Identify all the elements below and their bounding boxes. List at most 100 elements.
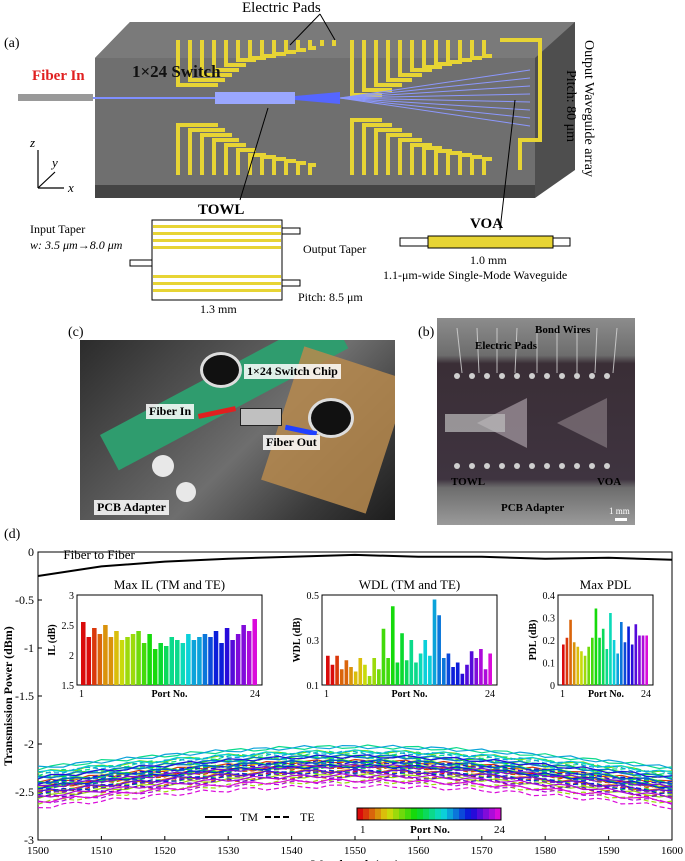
- axis-y-label: y: [52, 155, 58, 170]
- x-tick-label: 1590: [598, 845, 621, 857]
- towl-length-label: 1.3 mm: [200, 302, 237, 316]
- inset-bar: [97, 634, 103, 685]
- colorbar-frame: [356, 807, 502, 821]
- inset-bar: [353, 671, 358, 685]
- inset-bar: [583, 655, 587, 685]
- photo-setup: 1×24 Switch Chip Fiber In Fiber Out PCB …: [80, 340, 395, 520]
- inset-bar: [92, 628, 97, 685]
- inset-y-tick-label: 0.3: [543, 614, 556, 625]
- inset-bar: [580, 651, 583, 685]
- x-tick-label: 1500: [27, 845, 50, 857]
- inset-bar: [344, 660, 349, 685]
- chip-schematic: [18, 13, 575, 301]
- pcb-bumps: [152, 455, 174, 477]
- te-port-curve: [37, 769, 673, 796]
- setup-pcb-label: PCB Adapter: [94, 500, 169, 515]
- inset-bar: [358, 658, 363, 685]
- te-port-curve: [37, 774, 673, 798]
- inset-bar: [612, 640, 616, 685]
- towl-stripes: [153, 225, 281, 292]
- inset-pdl-x-label: Port No.: [588, 689, 625, 700]
- tm-port-curve: [37, 744, 673, 771]
- inset-bar: [634, 624, 638, 685]
- colorbar-swatch: [393, 808, 399, 820]
- x-tick-label: 1580: [534, 845, 557, 857]
- inset-bar: [186, 634, 191, 685]
- inset-bar: [576, 646, 580, 685]
- inset-title: Max PDL: [580, 577, 632, 592]
- inset-bar: [219, 643, 224, 685]
- tm-port-curve: [37, 744, 673, 770]
- colorbar-swatch: [399, 808, 405, 820]
- inset-y-tick-label: 0.2: [543, 636, 556, 647]
- inset-bar: [451, 667, 455, 685]
- colorbar-swatch: [387, 808, 393, 820]
- inset-bar: [386, 658, 390, 685]
- axis-indicator: [37, 150, 64, 189]
- taper-width-label: w: 3.5 μm→8.0 μm: [30, 238, 123, 252]
- tm-port-curve: [37, 753, 673, 781]
- inset-bar: [208, 637, 213, 685]
- inset-bar: [418, 653, 423, 685]
- chip-photo-drawing: [445, 327, 627, 521]
- inset-bar: [620, 622, 623, 685]
- colorbar-swatch: [363, 808, 369, 820]
- colorbar-swatch: [495, 808, 501, 820]
- inset-bar: [103, 625, 108, 685]
- tm-port-curve: [37, 754, 673, 780]
- inset-bar: [428, 655, 432, 685]
- inset-x-label: Port No.: [151, 689, 188, 700]
- inset-bar: [213, 631, 219, 685]
- inset-bar: [349, 667, 353, 685]
- output-waveguides: [339, 69, 531, 127]
- voa-length-label: 1.0 mm: [470, 253, 507, 267]
- inset-bar: [136, 631, 141, 685]
- electric-pads-left: [176, 40, 336, 175]
- inset-bar: [605, 649, 609, 685]
- colorbar-swatch: [483, 808, 489, 820]
- colorbar-swatch: [435, 808, 441, 820]
- inset-chart: Max PDL 0.4 0.3 0.2 0.1 0 PDL (dB) 1 24: [528, 577, 654, 700]
- lens-left: [200, 352, 242, 388]
- chip-electric-pads-label: Electric Pads: [475, 340, 538, 352]
- inset-x-end: 24: [250, 689, 260, 700]
- inset-title: Max IL (TM and TE): [114, 577, 225, 592]
- inset-bar: [441, 658, 446, 685]
- inset-y-tick-label: 1.5: [62, 681, 75, 692]
- colorbar-swatch: [429, 808, 435, 820]
- inset-x-start: 1: [324, 689, 329, 700]
- inset-bar: [141, 643, 147, 685]
- inset-bar: [169, 637, 175, 685]
- inset-bar: [455, 662, 460, 685]
- inset-bar: [474, 658, 479, 685]
- chip-pcb-label: PCB Adapter: [501, 502, 565, 514]
- y-tick-label: -1: [24, 641, 34, 655]
- inset-bar: [488, 653, 492, 685]
- colorbar-swatch: [381, 808, 387, 820]
- towl-pitch-label: Pitch: 8.5 μm: [298, 290, 363, 304]
- colorbar-swatch: [423, 808, 429, 820]
- y-tick-label: -0.5: [15, 593, 34, 607]
- inset-bar: [460, 673, 465, 685]
- colorbar-min-label: 1: [360, 824, 366, 836]
- inset-bar: [335, 655, 339, 685]
- inset-y-tick-label: 2: [69, 651, 74, 662]
- inset-bar: [627, 626, 630, 685]
- inset-bar: [594, 608, 598, 685]
- tm-port-curve: [37, 763, 673, 790]
- inset-bar: [609, 613, 612, 685]
- y-tick-label: -2: [24, 737, 34, 751]
- inset-y-tick-label: 3: [69, 591, 74, 602]
- inset-bar: [202, 634, 208, 685]
- voa-heater: [427, 235, 554, 249]
- x-tick-label: 1520: [154, 845, 177, 857]
- inset-x-end: 24: [485, 689, 495, 700]
- te-port-curve: [37, 750, 673, 776]
- colorbar-max-label: 24: [494, 824, 506, 836]
- inset-bar: [81, 622, 86, 685]
- x-tick-label: 1540: [281, 845, 304, 857]
- inset-bar: [367, 676, 372, 685]
- inset-bar: [175, 640, 180, 685]
- inset-bar: [180, 643, 186, 685]
